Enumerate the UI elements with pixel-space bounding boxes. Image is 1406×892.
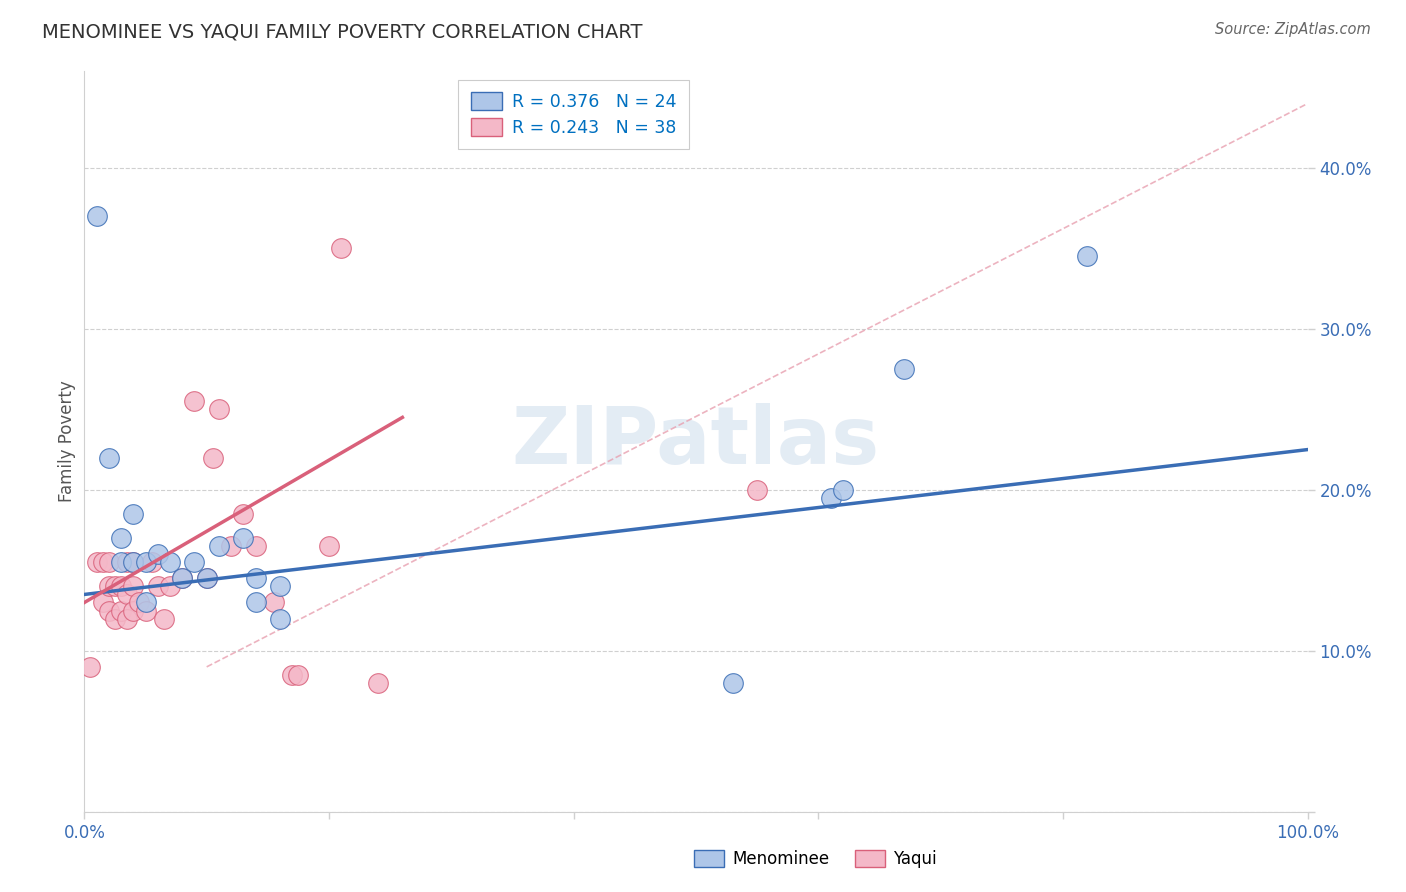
- Legend: R = 0.376   N = 24, R = 0.243   N = 38: R = 0.376 N = 24, R = 0.243 N = 38: [458, 80, 689, 149]
- Point: [97, 603, 120, 617]
- Point: [208, 402, 231, 417]
- Point: [245, 595, 267, 609]
- Point: [115, 611, 138, 625]
- Point: [128, 595, 150, 609]
- Point: [146, 579, 169, 593]
- Point: [97, 450, 120, 465]
- Point: [195, 571, 218, 585]
- Point: [172, 571, 194, 585]
- Point: [122, 579, 145, 593]
- Point: [287, 668, 309, 682]
- Point: [122, 507, 145, 521]
- Point: [893, 362, 915, 376]
- Point: [115, 555, 138, 569]
- Point: [104, 611, 127, 625]
- Point: [318, 539, 340, 553]
- Y-axis label: Family Poverty: Family Poverty: [58, 381, 76, 502]
- Point: [201, 450, 224, 465]
- Point: [269, 611, 291, 625]
- Point: [104, 579, 127, 593]
- Point: [86, 209, 108, 223]
- Point: [141, 555, 163, 569]
- Point: [219, 539, 242, 553]
- Point: [172, 571, 194, 585]
- Point: [97, 579, 120, 593]
- Text: Source: ZipAtlas.com: Source: ZipAtlas.com: [1215, 22, 1371, 37]
- Point: [110, 579, 132, 593]
- Point: [91, 595, 114, 609]
- Point: [263, 595, 285, 609]
- Point: [146, 547, 169, 561]
- Point: [367, 676, 389, 690]
- Point: [1076, 250, 1098, 264]
- Legend: Menominee, Yaqui: Menominee, Yaqui: [688, 843, 943, 875]
- Point: [79, 660, 101, 674]
- Point: [153, 611, 176, 625]
- Point: [135, 603, 157, 617]
- Point: [122, 555, 145, 569]
- Point: [159, 555, 181, 569]
- Point: [831, 483, 853, 497]
- Point: [110, 531, 132, 545]
- Point: [232, 507, 254, 521]
- Point: [183, 394, 205, 409]
- Text: MENOMINEE VS YAQUI FAMILY POVERTY CORRELATION CHART: MENOMINEE VS YAQUI FAMILY POVERTY CORREL…: [42, 22, 643, 41]
- Point: [97, 555, 120, 569]
- Point: [122, 603, 145, 617]
- Point: [110, 555, 132, 569]
- Point: [183, 555, 205, 569]
- Point: [135, 595, 157, 609]
- Point: [245, 571, 267, 585]
- Point: [820, 491, 842, 505]
- Point: [281, 668, 304, 682]
- Point: [135, 555, 157, 569]
- Point: [208, 539, 231, 553]
- Point: [86, 555, 108, 569]
- Point: [232, 531, 254, 545]
- Point: [721, 676, 744, 690]
- Point: [159, 579, 181, 593]
- Point: [110, 603, 132, 617]
- Point: [245, 539, 267, 553]
- Point: [747, 483, 769, 497]
- Point: [269, 579, 291, 593]
- Point: [91, 555, 114, 569]
- Point: [195, 571, 218, 585]
- Text: ZIPatlas: ZIPatlas: [512, 402, 880, 481]
- Point: [115, 587, 138, 601]
- Point: [330, 241, 353, 255]
- Point: [122, 555, 145, 569]
